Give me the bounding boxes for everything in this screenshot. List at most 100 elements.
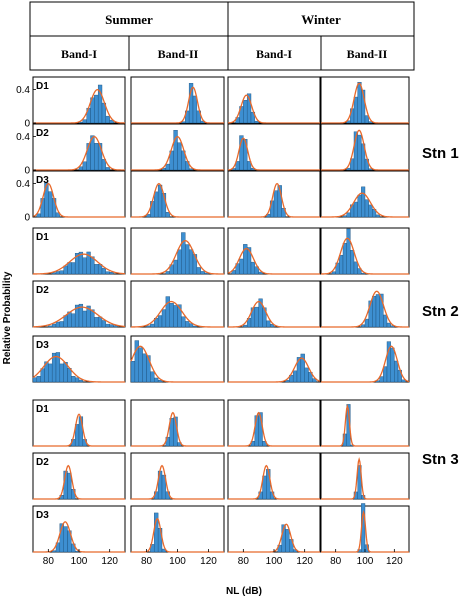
histogram-bar	[181, 232, 186, 275]
histogram-bar	[401, 379, 406, 383]
panel	[227, 170, 321, 218]
panel	[130, 170, 225, 218]
station-2-label: Stn 2	[422, 303, 459, 320]
histogram-bar	[383, 314, 388, 328]
panel	[130, 335, 225, 383]
season-summer-label: Summer	[105, 12, 153, 27]
histogram-bar	[357, 268, 362, 275]
panel	[130, 123, 225, 171]
histogram-bar	[97, 316, 103, 328]
histogram-bar	[94, 264, 99, 275]
histogram-bar	[165, 271, 170, 275]
histogram-bar	[74, 377, 80, 383]
histogram-bar	[304, 367, 309, 383]
fit-curve	[131, 182, 224, 218]
histogram-bar	[101, 159, 107, 171]
histogram-bar	[246, 93, 252, 124]
histogram-bar	[383, 366, 388, 383]
histogram-bar	[94, 317, 99, 328]
panel	[227, 452, 321, 500]
fit-curve	[130, 345, 224, 383]
histogram-bar	[372, 295, 377, 328]
histogram-bar	[40, 368, 45, 383]
histogram-bar	[353, 261, 358, 275]
depth-label: D1	[36, 232, 49, 243]
panel: 80 100 120	[320, 503, 410, 567]
histogram-bar	[379, 293, 384, 328]
fit-curve	[227, 137, 320, 171]
fit-curve	[321, 290, 409, 328]
fit-curve	[131, 239, 224, 275]
x-tick-label: 80	[141, 556, 153, 567]
panel	[320, 280, 410, 328]
histogram-bar	[59, 270, 64, 275]
histogram-bar	[55, 321, 61, 328]
header-table: Summer Winter Band-I Band-II Band-I Band…	[29, 1, 415, 71]
histogram-bar	[63, 315, 68, 328]
histogram-bar	[346, 212, 351, 218]
histogram-bar	[138, 347, 143, 383]
histogram-bar	[157, 315, 163, 328]
histogram-bar	[161, 309, 167, 328]
histogram-bar	[239, 258, 244, 275]
histogram-bar	[101, 320, 107, 328]
histogram-bar	[55, 271, 61, 275]
panel-frame	[227, 452, 321, 500]
histogram-bar	[59, 363, 64, 383]
fit-curve	[131, 411, 224, 447]
panel	[320, 170, 410, 218]
histogram-bar	[150, 371, 155, 383]
histogram-bar	[82, 257, 87, 275]
histogram-bar	[169, 303, 174, 328]
histogram-bar	[105, 271, 110, 275]
fit-curve	[32, 182, 125, 218]
histogram-bar	[254, 266, 259, 275]
histogram-bar	[269, 324, 275, 328]
histogram-bar	[51, 272, 57, 275]
histogram-bar	[254, 120, 259, 124]
depth-label: D3	[36, 510, 49, 521]
x-axis-title: NL (dB)	[226, 586, 262, 597]
histogram-bar	[48, 191, 53, 218]
winter-band-1-label: Band-I	[256, 47, 292, 61]
histogram-bar	[250, 111, 256, 124]
histogram-bar	[109, 324, 114, 328]
histogram-bar	[94, 94, 99, 124]
histogram-bar	[161, 474, 167, 500]
panel: D2	[32, 280, 126, 328]
histogram-bar	[342, 242, 347, 275]
panel	[227, 335, 321, 383]
x-tick-label: 80	[43, 556, 55, 567]
depth-label: D3	[36, 340, 49, 351]
fit-curve	[228, 411, 320, 447]
histogram-bar	[364, 318, 369, 328]
panel: D1	[32, 399, 126, 447]
panel: D1	[32, 227, 126, 275]
x-tick-label: 100	[357, 556, 374, 567]
fit-curve	[321, 403, 409, 447]
panel-frame	[227, 280, 321, 328]
depth-label: D1	[36, 81, 49, 92]
histogram-bar	[173, 259, 178, 275]
fit-curve	[228, 464, 320, 500]
panel: 80 100 120	[227, 505, 321, 567]
histogram-bar	[154, 191, 159, 218]
y-tick-label: 0	[24, 213, 30, 224]
fit-curve	[33, 88, 125, 124]
fit-curve	[32, 355, 125, 383]
histogram-bar	[71, 262, 76, 275]
histogram-bar	[181, 316, 186, 328]
histogram-bar	[250, 261, 256, 275]
fit-curve	[32, 253, 126, 275]
histogram-bar	[386, 322, 391, 328]
season-winter-label: Winter	[301, 12, 341, 27]
fit-curve	[228, 357, 321, 383]
histogram-bar	[177, 304, 182, 328]
histogram-bar	[36, 213, 41, 218]
histogram-bar	[109, 272, 114, 275]
histogram-bar	[273, 190, 279, 218]
y-tick-label: 0	[24, 119, 30, 130]
summer-band-2-label: Band-II	[158, 47, 199, 61]
fit-curve	[321, 82, 409, 124]
